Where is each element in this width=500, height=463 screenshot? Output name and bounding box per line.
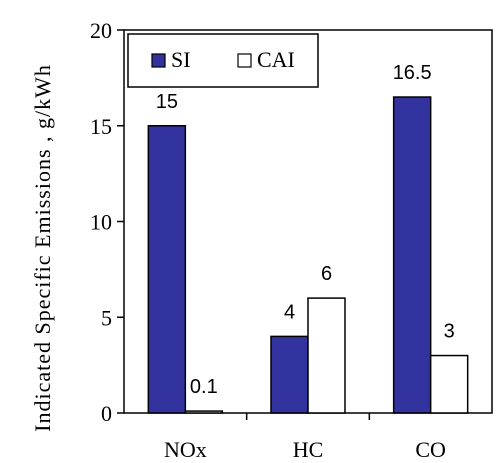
plot-area: 0 5 10 15 20 NOx 15 0.1 HC 4 6 CO 16.5 3 SI CAI <box>90 18 493 462</box>
x-category-label: CO <box>415 437 446 462</box>
y-tick-label: 0 <box>101 401 112 426</box>
legend-label-cai: CAI <box>257 47 295 72</box>
bar-si-co <box>392 96 432 414</box>
data-label: 15 <box>156 91 178 113</box>
x-category-label: HC <box>293 437 324 462</box>
bar-si-nox <box>147 125 187 414</box>
legend-swatch-cai <box>237 53 252 68</box>
data-label: 4 <box>284 301 295 323</box>
y-axis-label: Indicated Specific Emissions , g/kWh <box>30 64 55 432</box>
bar-cai-nox <box>184 410 224 414</box>
data-label: 6 <box>321 263 332 285</box>
data-label: 0.1 <box>190 376 218 398</box>
x-category-label: NOx <box>164 437 207 462</box>
bar-si-hc <box>270 335 309 414</box>
bar-cai-co <box>429 354 469 414</box>
y-tick-label: 5 <box>101 305 112 330</box>
y-tick-label: 15 <box>90 114 112 139</box>
y-tick-label: 10 <box>90 210 112 235</box>
data-label: 3 <box>444 321 455 343</box>
legend-label-si: SI <box>171 47 191 72</box>
y-tick-label: 20 <box>90 18 112 43</box>
bar-cai-hc <box>307 297 346 414</box>
data-label: 16.5 <box>393 62 432 84</box>
legend-swatch-si <box>151 53 166 68</box>
